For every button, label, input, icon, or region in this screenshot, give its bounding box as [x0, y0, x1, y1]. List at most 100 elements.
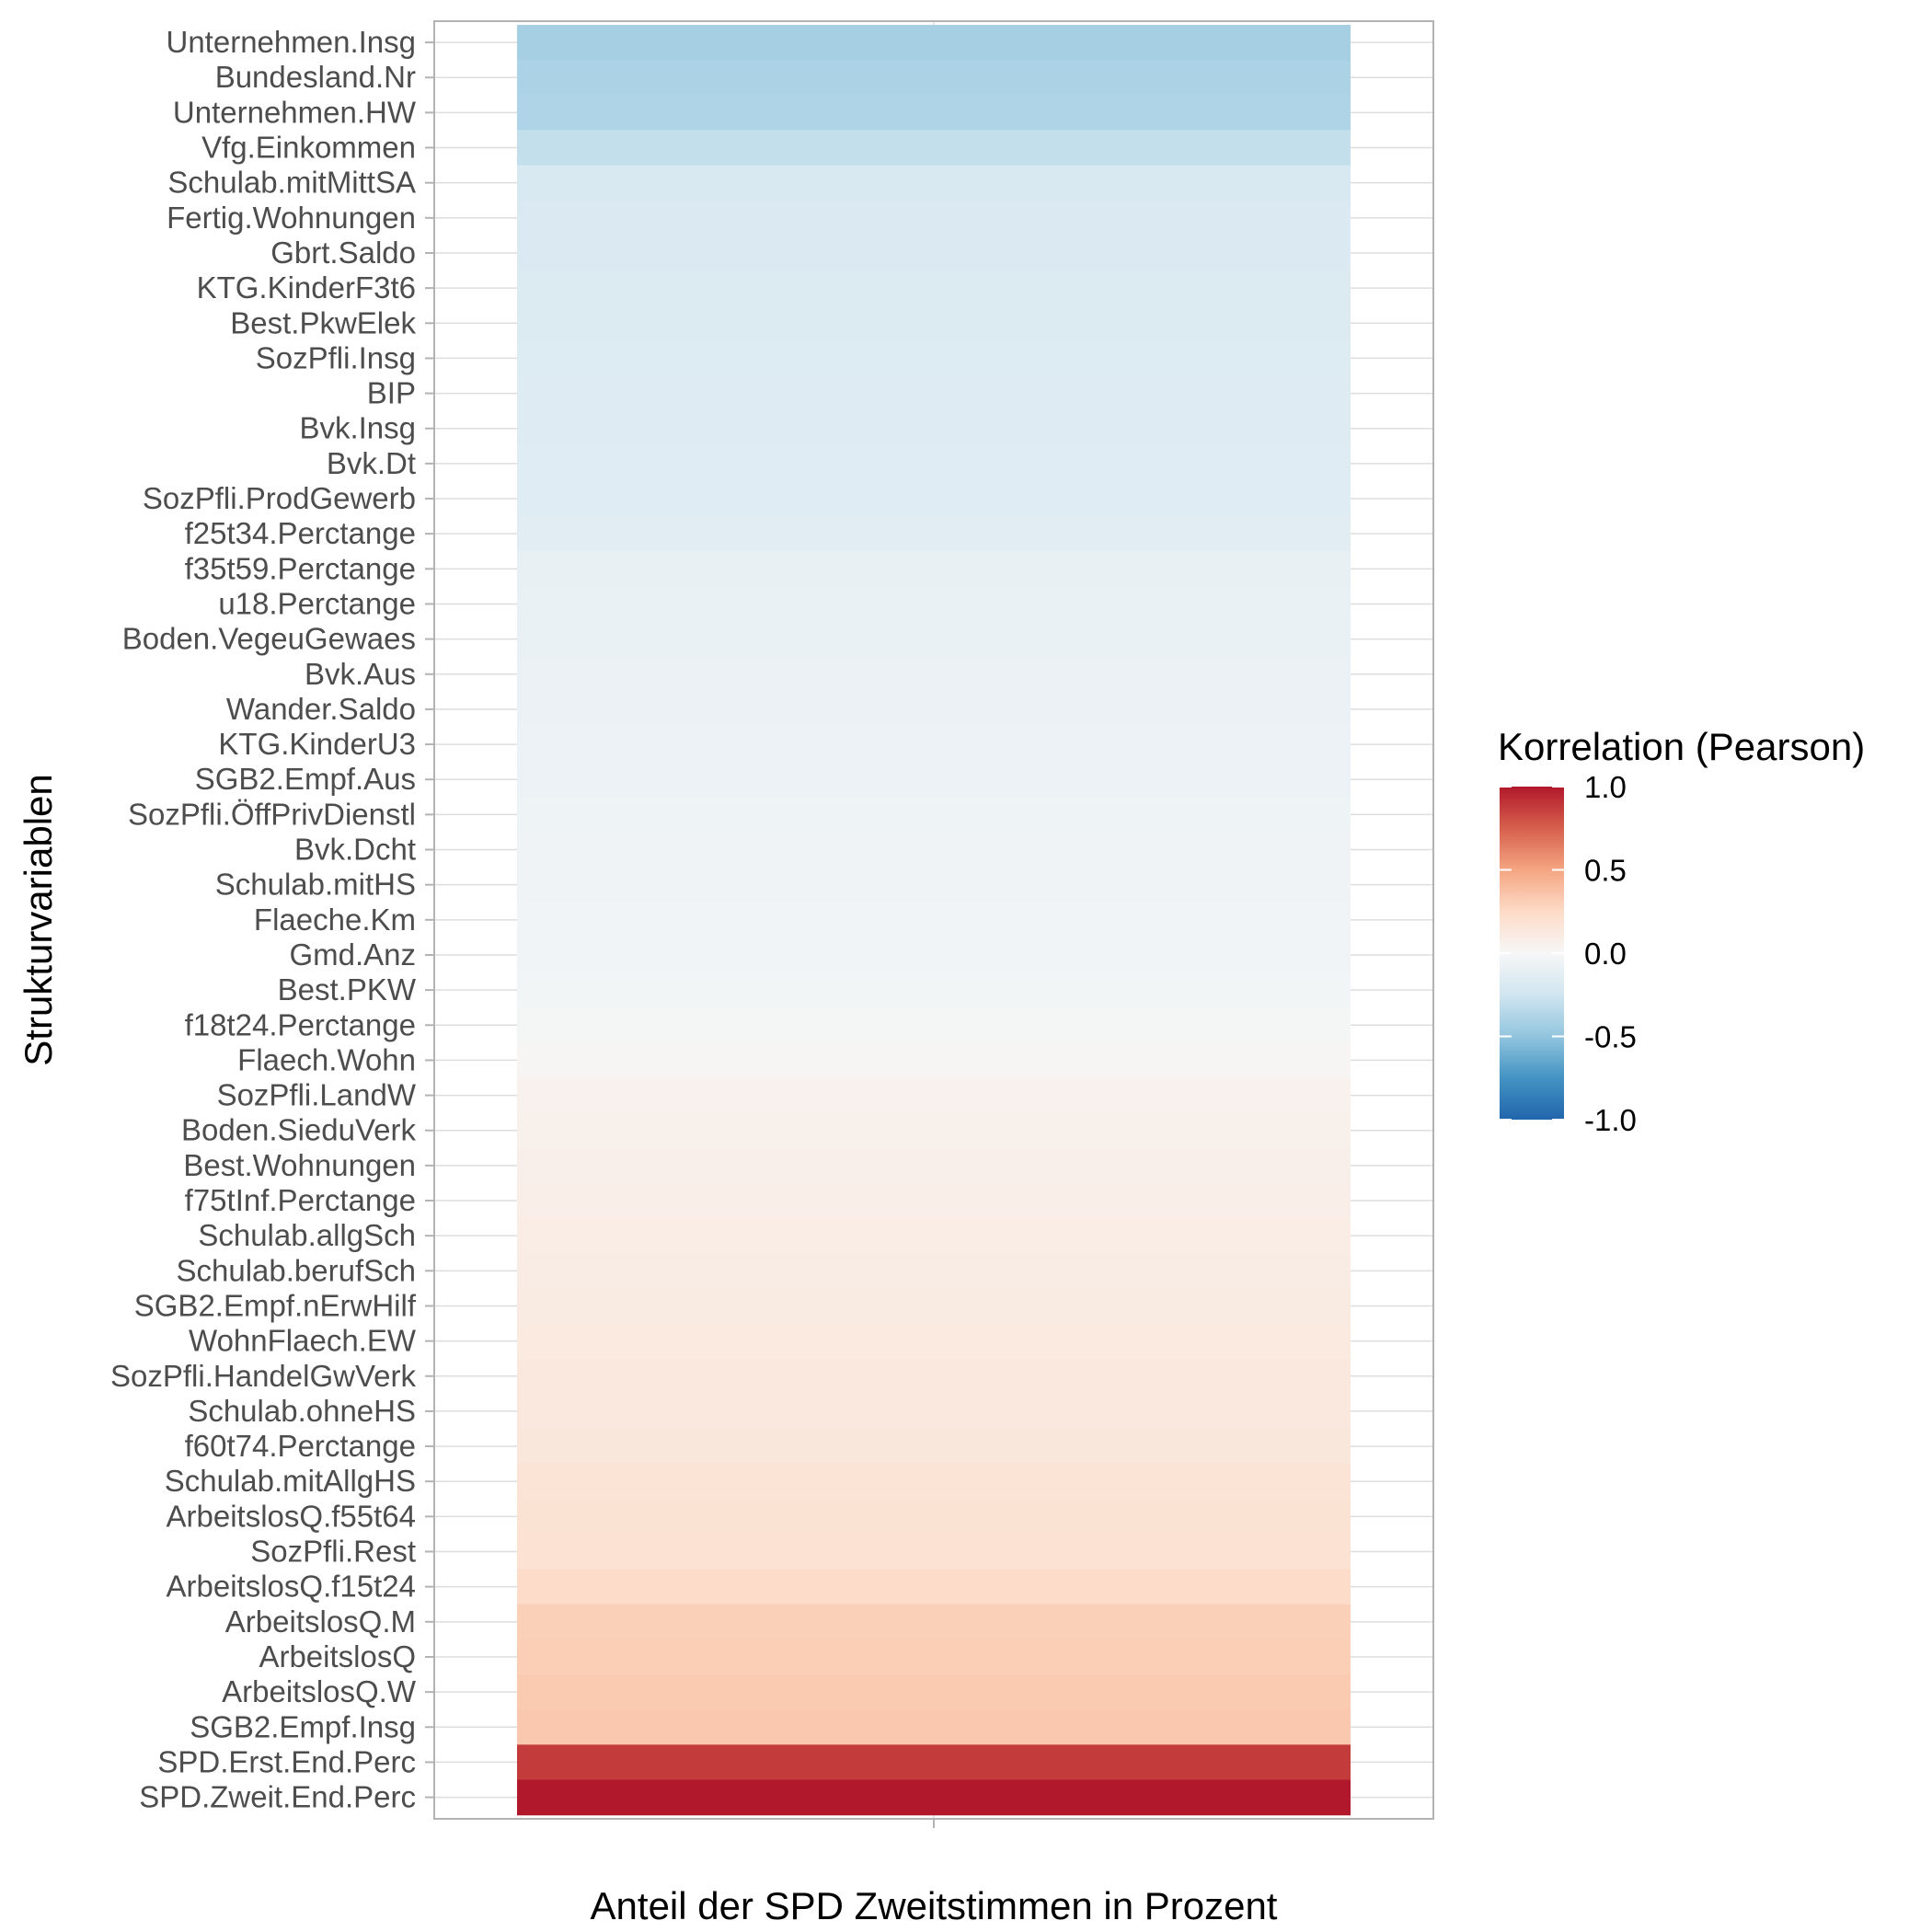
y-tick-label: f75tInf.Perctange	[185, 1183, 416, 1217]
y-tick-label: Schulab.mitAllgHS	[165, 1464, 416, 1498]
y-tick-label: Bvk.Dcht	[294, 833, 416, 867]
heatmap-tile	[517, 1604, 1351, 1640]
y-tick-label: Unternehmen.HW	[173, 95, 417, 129]
heatmap-tile	[517, 1218, 1351, 1254]
y-tick-label: f25t34.Perctange	[185, 516, 416, 550]
heatmap-tile	[517, 1253, 1351, 1289]
y-tick-label: WohnFlaech.EW	[189, 1324, 417, 1358]
y-tick-label: Schulab.ohneHS	[188, 1394, 416, 1428]
y-tick-label: BIP	[367, 376, 416, 410]
heatmap-tile	[517, 305, 1351, 341]
heatmap-tile	[517, 691, 1351, 728]
y-tick-label: SozPfli.Rest	[250, 1535, 416, 1569]
y-tick-label: Gmd.Anz	[289, 937, 416, 972]
heatmap-tile	[517, 1323, 1351, 1360]
heatmap-tile	[517, 1779, 1351, 1816]
heatmap-tile	[517, 1534, 1351, 1570]
y-tick-label: Schulab.allgSch	[198, 1218, 416, 1252]
y-tick-label: SGB2.Empf.Insg	[190, 1709, 416, 1743]
heatmap-tile	[517, 516, 1351, 552]
heatmap-tile	[517, 1147, 1351, 1184]
heatmap-tile	[517, 1077, 1351, 1114]
heatmap-tile	[517, 1429, 1351, 1465]
y-tick-label: Boden.VegeuGewaes	[122, 622, 416, 656]
y-tick-label: ArbeitslosQ.M	[225, 1604, 416, 1639]
y-tick-label: KTG.KinderF3t6	[197, 270, 416, 305]
legend-tick-label: 1.0	[1584, 770, 1627, 804]
heatmap-tile	[517, 235, 1351, 271]
y-tick-label: Flaeche.Km	[254, 903, 416, 937]
y-tick-label: Bvk.Aus	[305, 657, 416, 691]
heatmap-tile	[517, 60, 1351, 96]
heatmap-tile	[517, 937, 1351, 973]
legend-tick-label: 0.5	[1584, 854, 1627, 888]
y-tick-label: f35t59.Perctange	[185, 551, 416, 585]
y-tick-label: SGB2.Empf.Aus	[195, 762, 416, 796]
y-tick-label: f60t74.Perctange	[185, 1429, 416, 1463]
legend: Korrelation (Pearson) 1.0 0.5 0.0 -0.5 -1.0	[1498, 725, 1865, 1137]
x-axis-title: Anteil der SPD Zweitstimmen in Prozent	[591, 1884, 1278, 1927]
y-tick-label: SozPfli.LandW	[217, 1078, 417, 1112]
legend-tick-label: 0.0	[1584, 937, 1627, 971]
heatmap-tile	[517, 727, 1351, 763]
heatmap-tile	[517, 375, 1351, 412]
heatmap-tile	[517, 1709, 1351, 1745]
y-axis-tick-labels: Unternehmen.InsgBundesland.NrUnternehmen…	[110, 25, 434, 1814]
y-tick-label: SozPfli.Insg	[256, 340, 416, 374]
y-tick-label: KTG.KinderU3	[218, 727, 416, 761]
heatmap-tile	[517, 1569, 1351, 1605]
y-tick-label: Boden.SieduVerk	[181, 1113, 417, 1147]
y-tick-label: Fertig.Wohnungen	[167, 201, 416, 235]
y-tick-label: ArbeitslosQ.f55t64	[167, 1499, 416, 1533]
y-tick-label: Best.Wohnungen	[183, 1148, 416, 1182]
y-tick-label: Unternehmen.Insg	[167, 25, 417, 59]
heatmap-tile	[517, 832, 1351, 868]
heatmap-tile	[517, 902, 1351, 938]
heatmap-tile	[517, 1464, 1351, 1500]
heatmap-tile	[517, 1288, 1351, 1325]
heatmap-tile	[517, 797, 1351, 834]
legend-ticks: 1.0 0.5 0.0 -0.5 -1.0	[1500, 770, 1637, 1137]
legend-title: Korrelation (Pearson)	[1498, 725, 1865, 768]
heatmap-tile	[517, 586, 1351, 623]
heatmap-tile	[517, 621, 1351, 658]
y-tick-label: Bvk.Dt	[327, 446, 416, 480]
heatmap-tile	[517, 200, 1351, 236]
heatmap-tile	[517, 867, 1351, 903]
y-axis-title: Strukturvariablen	[17, 774, 60, 1065]
y-tick-label: SPD.Zweit.End.Perc	[139, 1780, 416, 1814]
y-tick-label: ArbeitslosQ.W	[222, 1674, 417, 1708]
heatmap-tile	[517, 340, 1351, 377]
legend-tick-label: -1.0	[1584, 1103, 1637, 1137]
heatmap-tile	[517, 410, 1351, 447]
y-tick-label: u18.Perctange	[218, 586, 416, 620]
y-tick-label: ArbeitslosQ.f15t24	[167, 1570, 416, 1604]
y-tick-label: SozPfli.HandelGwVerk	[110, 1359, 416, 1393]
heatmap-tile	[517, 1358, 1351, 1395]
heatmap-tile	[517, 1007, 1351, 1043]
heatmap-tile	[517, 130, 1351, 167]
y-tick-label: Vfg.Einkommen	[201, 131, 416, 165]
y-tick-label: f18t24.Perctange	[185, 1007, 416, 1041]
heatmap-tile	[517, 1112, 1351, 1149]
y-tick-label: SGB2.Empf.nErwHilf	[134, 1288, 417, 1322]
y-tick-label: SPD.Erst.End.Perc	[157, 1744, 416, 1778]
y-tick-label: SozPfli.ProdGewerb	[143, 481, 416, 515]
heatmap-tile	[517, 95, 1351, 132]
heatmap-tile	[517, 1639, 1351, 1675]
y-tick-label: Best.PKW	[278, 972, 417, 1006]
y-tick-label: Gbrt.Saldo	[270, 236, 416, 270]
heatmap-tile	[517, 1182, 1351, 1219]
y-tick-label: Schulab.berufSch	[176, 1253, 416, 1287]
heatmap-tile	[517, 270, 1351, 306]
heatmap-tile	[517, 480, 1351, 517]
heatmap-tile	[517, 445, 1351, 482]
y-tick-label: Bundesland.Nr	[215, 60, 416, 94]
heatmap-tile	[517, 1744, 1351, 1781]
heatmap-tile	[517, 656, 1351, 693]
y-tick-label: Schulab.mitHS	[215, 868, 416, 902]
heatmap-tile	[517, 972, 1351, 1008]
y-tick-label: ArbeitslosQ	[259, 1639, 416, 1673]
heatmap-tile	[517, 1393, 1351, 1430]
